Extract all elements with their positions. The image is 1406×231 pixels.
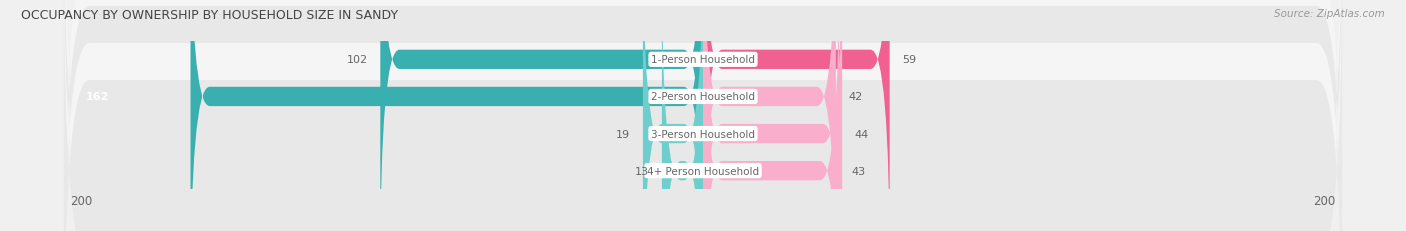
Text: 200: 200 (70, 194, 93, 207)
Text: 59: 59 (903, 55, 917, 65)
Text: 4+ Person Household: 4+ Person Household (647, 166, 759, 176)
FancyBboxPatch shape (703, 0, 835, 231)
FancyBboxPatch shape (703, 0, 839, 231)
Text: OCCUPANCY BY OWNERSHIP BY HOUSEHOLD SIZE IN SANDY: OCCUPANCY BY OWNERSHIP BY HOUSEHOLD SIZE… (21, 9, 398, 22)
FancyBboxPatch shape (380, 0, 703, 231)
Text: 102: 102 (346, 55, 368, 65)
FancyBboxPatch shape (703, 0, 890, 231)
Text: 43: 43 (852, 166, 866, 176)
FancyBboxPatch shape (703, 0, 842, 231)
Text: 42: 42 (849, 92, 863, 102)
FancyBboxPatch shape (63, 0, 1343, 231)
Text: Source: ZipAtlas.com: Source: ZipAtlas.com (1274, 9, 1385, 19)
Text: 162: 162 (86, 92, 110, 102)
Text: 44: 44 (855, 129, 869, 139)
FancyBboxPatch shape (190, 0, 703, 231)
Text: 200: 200 (1313, 194, 1336, 207)
FancyBboxPatch shape (662, 0, 703, 231)
FancyBboxPatch shape (643, 0, 703, 231)
Text: 2-Person Household: 2-Person Household (651, 92, 755, 102)
FancyBboxPatch shape (63, 0, 1343, 231)
FancyBboxPatch shape (63, 0, 1343, 231)
FancyBboxPatch shape (63, 0, 1343, 231)
Text: 13: 13 (636, 166, 650, 176)
Text: 19: 19 (616, 129, 630, 139)
Text: 1-Person Household: 1-Person Household (651, 55, 755, 65)
Text: 3-Person Household: 3-Person Household (651, 129, 755, 139)
